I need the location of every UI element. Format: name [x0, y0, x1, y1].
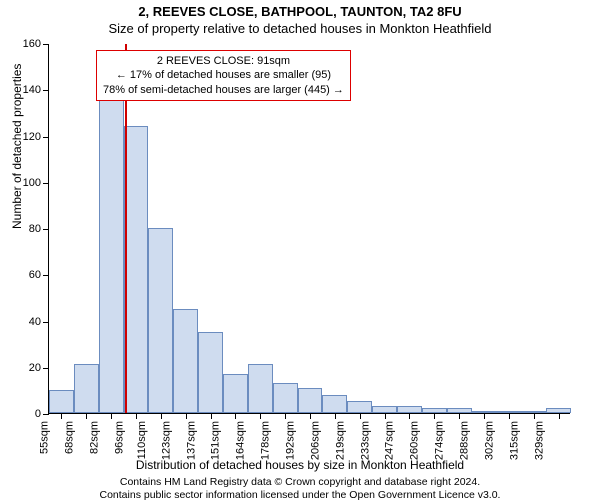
y-tick [43, 229, 49, 230]
x-tick-label: 164sqm [235, 421, 247, 460]
x-tick-label: 233sqm [359, 421, 371, 460]
x-axis-label: Distribution of detached houses by size … [0, 458, 600, 472]
y-tick-label: 60 [29, 269, 41, 281]
x-tick-label: 302sqm [483, 421, 495, 460]
histogram-bar [322, 395, 347, 414]
x-tick [285, 413, 286, 419]
histogram-bar [298, 388, 323, 413]
y-tick-label: 80 [29, 223, 41, 235]
y-tick [43, 44, 49, 45]
x-tick-label: 55sqm [39, 421, 51, 454]
histogram-bar [372, 406, 397, 413]
x-tick [335, 413, 336, 419]
x-tick-label: 206sqm [309, 421, 321, 460]
footer-line-1: Contains HM Land Registry data © Crown c… [0, 476, 600, 489]
y-tick [43, 275, 49, 276]
histogram-bar [347, 401, 372, 413]
x-tick [260, 413, 261, 419]
footer: Contains HM Land Registry data © Crown c… [0, 476, 600, 502]
x-tick-label: 123sqm [160, 421, 172, 460]
x-tick [310, 413, 311, 419]
x-tick [534, 413, 535, 419]
histogram-bar [397, 406, 422, 413]
x-tick [459, 413, 460, 419]
x-tick [235, 413, 236, 419]
histogram-bar [148, 228, 173, 413]
histogram-bar [273, 383, 298, 413]
y-tick-label: 0 [35, 408, 41, 420]
y-tick-label: 140 [23, 84, 41, 96]
y-tick-label: 100 [23, 177, 41, 189]
x-tick-label: 68sqm [64, 421, 76, 454]
histogram-bar [198, 332, 223, 413]
x-tick-label: 219sqm [334, 421, 346, 460]
x-tick [385, 413, 386, 419]
x-tick-label: 151sqm [210, 421, 222, 460]
y-tick [43, 368, 49, 369]
histogram-bar [74, 364, 99, 413]
x-tick-label: 192sqm [284, 421, 296, 460]
x-tick [434, 413, 435, 419]
footer-line-2: Contains public sector information licen… [0, 489, 600, 502]
x-tick-label: 110sqm [136, 421, 148, 459]
x-tick [211, 413, 212, 419]
callout-line-2: ← 17% of detached houses are smaller (95… [103, 68, 344, 82]
x-tick [61, 413, 62, 419]
x-tick [111, 413, 112, 419]
callout-box: 2 REEVES CLOSE: 91sqm ← 17% of detached … [96, 50, 351, 101]
callout-line-3: 78% of semi-detached houses are larger (… [103, 83, 344, 97]
x-tick [161, 413, 162, 419]
x-tick [509, 413, 510, 419]
x-tick [136, 413, 137, 419]
y-tick [43, 137, 49, 138]
x-tick [484, 413, 485, 419]
x-tick-label: 288sqm [458, 421, 470, 460]
x-tick-label: 247sqm [384, 421, 396, 460]
callout-line-1: 2 REEVES CLOSE: 91sqm [103, 54, 344, 68]
y-tick [43, 183, 49, 184]
histogram-bar [99, 99, 124, 414]
histogram-bar [223, 374, 248, 413]
histogram-bar [124, 126, 149, 413]
x-tick-label: 178sqm [260, 421, 272, 460]
y-tick [43, 322, 49, 323]
x-tick-label: 82sqm [89, 421, 101, 454]
x-tick-label: 315sqm [508, 421, 520, 460]
x-tick-label: 329sqm [533, 421, 545, 460]
histogram-bar [248, 364, 273, 413]
title-main: 2, REEVES CLOSE, BATHPOOL, TAUNTON, TA2 … [0, 4, 600, 19]
x-tick-label: 274sqm [434, 421, 446, 460]
histogram-chart: 02040608010012014016055sqm68sqm82sqm96sq… [48, 44, 570, 414]
title-sub: Size of property relative to detached ho… [0, 21, 600, 36]
y-tick-label: 160 [23, 38, 41, 50]
x-tick [360, 413, 361, 419]
x-tick [409, 413, 410, 419]
y-tick [43, 414, 49, 415]
histogram-bar [49, 390, 74, 413]
x-tick [86, 413, 87, 419]
x-tick-label: 137sqm [185, 421, 197, 460]
y-tick-label: 20 [29, 362, 41, 374]
y-tick [43, 90, 49, 91]
x-tick-label: 96sqm [113, 421, 125, 454]
histogram-bar [173, 309, 198, 413]
y-tick-label: 40 [29, 316, 41, 328]
x-tick-label: 260sqm [409, 421, 421, 460]
y-tick-label: 120 [23, 131, 41, 143]
x-tick [559, 413, 560, 419]
x-tick [186, 413, 187, 419]
